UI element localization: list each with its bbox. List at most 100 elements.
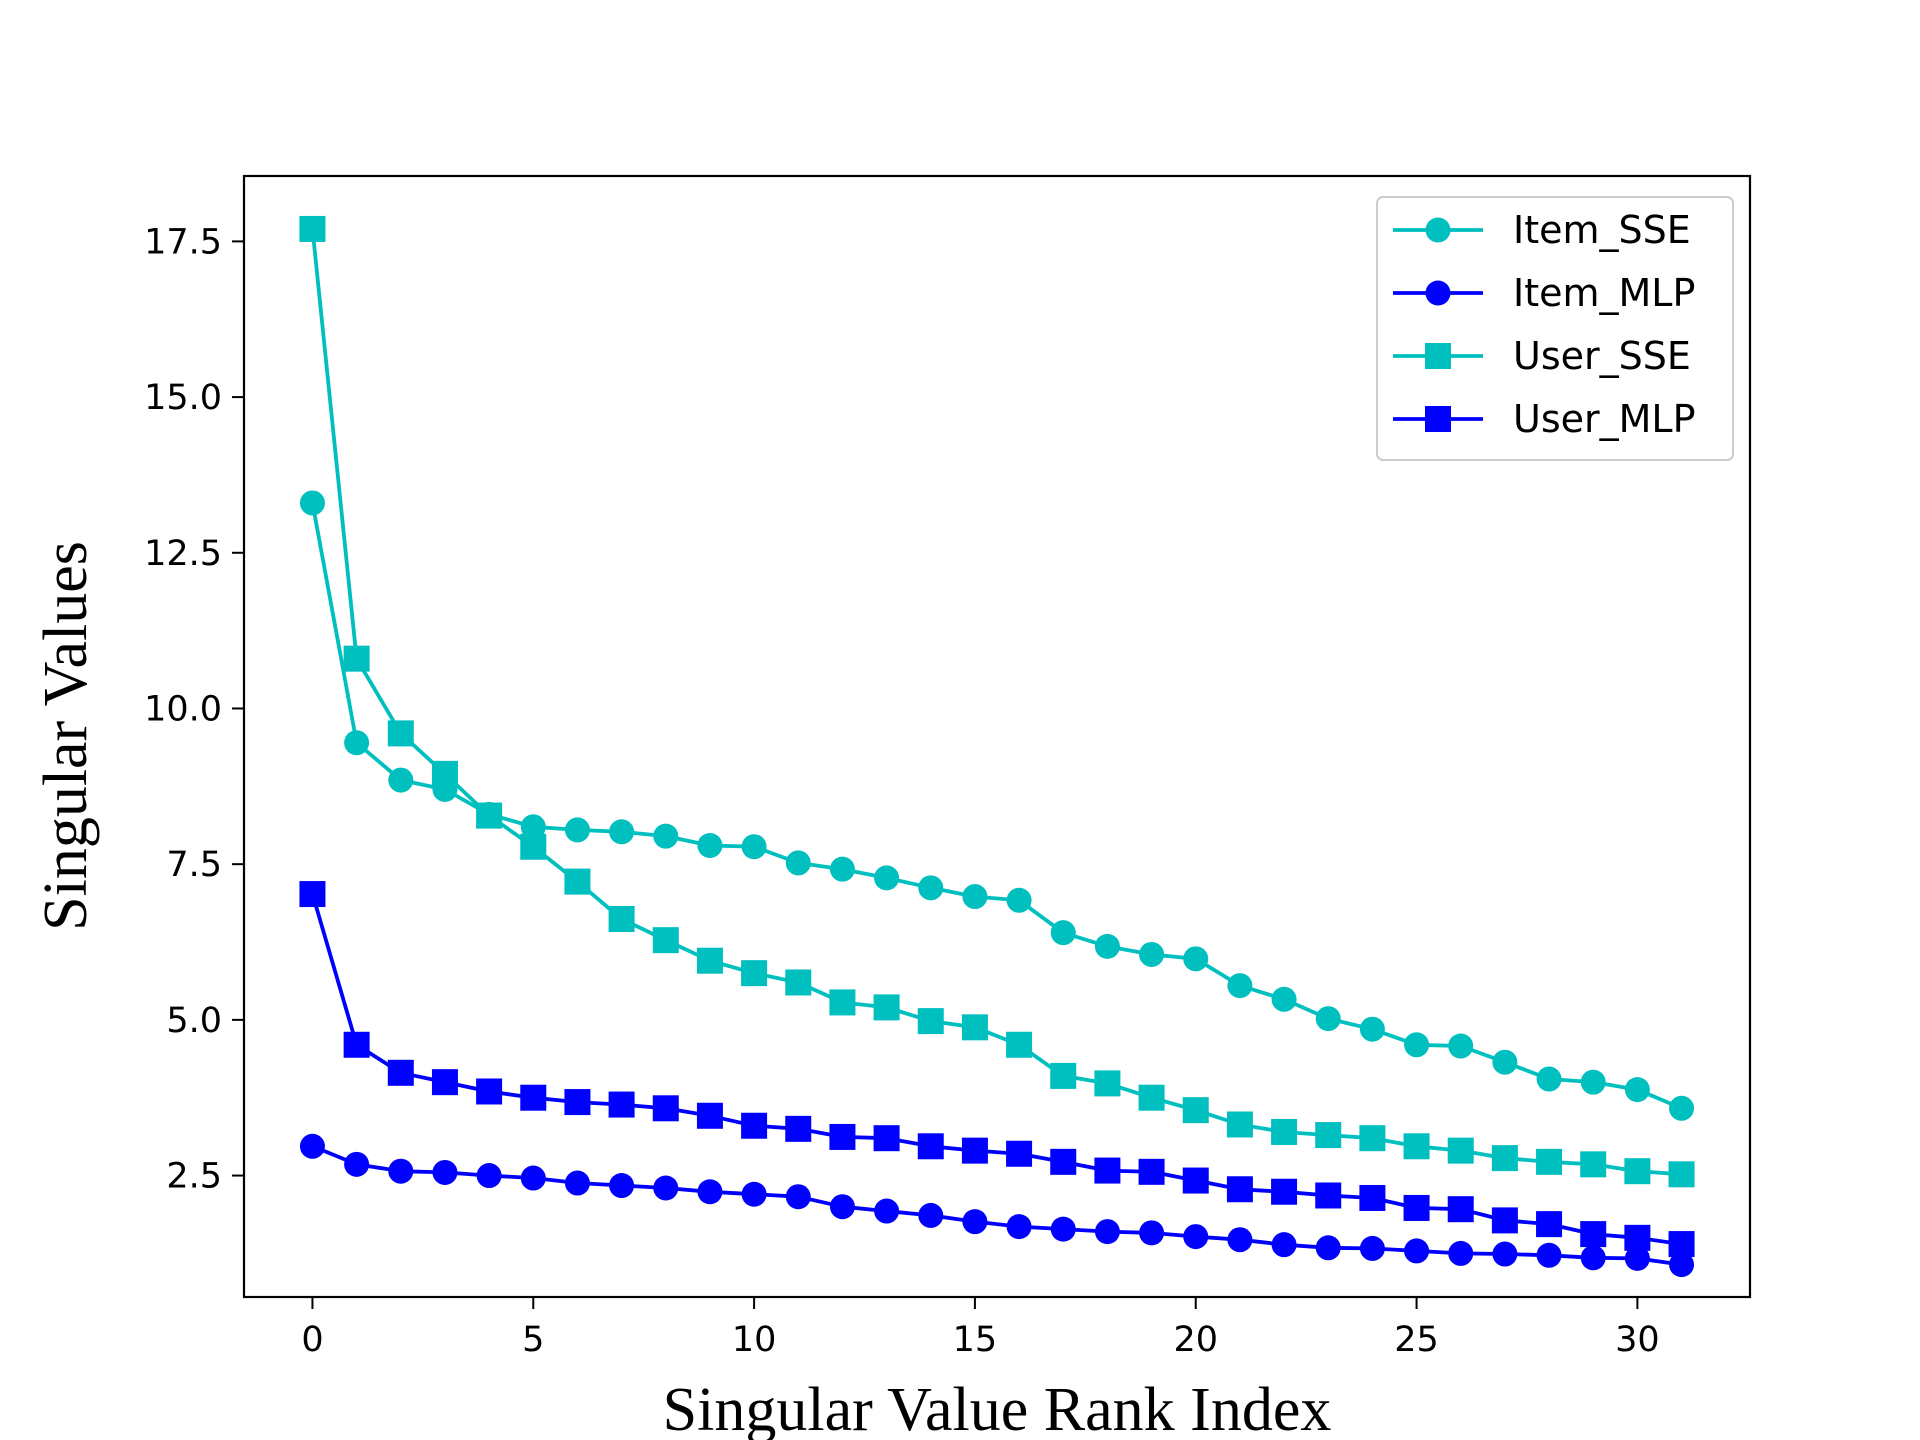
data-point	[697, 1179, 723, 1205]
data-point	[962, 1209, 988, 1235]
data-point	[344, 1151, 370, 1177]
y-tick-label: 12.5	[144, 534, 222, 574]
data-point	[829, 856, 855, 882]
data-point	[1227, 1227, 1253, 1253]
data-point	[652, 1095, 679, 1122]
data-point	[1226, 1176, 1253, 1203]
data-point	[1183, 1224, 1209, 1250]
data-point	[1006, 1140, 1033, 1167]
data-point	[829, 1123, 856, 1150]
data-point	[961, 1137, 988, 1164]
series-user-sse	[299, 215, 1695, 1188]
legend-label: User_MLP	[1513, 397, 1696, 441]
data-point	[520, 814, 546, 840]
data-point	[1050, 1148, 1077, 1175]
data-point	[1006, 1214, 1032, 1240]
data-point	[564, 817, 590, 843]
data-point	[432, 1159, 458, 1185]
data-point	[344, 730, 370, 756]
data-point	[388, 1158, 414, 1184]
data-point	[962, 884, 988, 910]
data-point	[1094, 1157, 1121, 1184]
data-point	[564, 1170, 590, 1196]
data-point	[608, 1091, 635, 1118]
data-point	[343, 1031, 370, 1058]
data-point	[299, 490, 325, 516]
data-point	[1491, 1145, 1518, 1172]
data-point	[564, 868, 591, 895]
data-point	[1580, 1151, 1607, 1178]
data-point	[1669, 1095, 1695, 1121]
data-point	[1447, 1196, 1474, 1223]
data-point	[520, 833, 547, 860]
data-point	[1404, 1238, 1430, 1264]
legend-box	[1376, 196, 1734, 461]
legend-marker	[1425, 343, 1451, 369]
data-point	[653, 823, 679, 849]
data-point	[917, 1008, 944, 1035]
data-point	[1403, 1194, 1430, 1221]
data-point	[652, 927, 679, 954]
legend-label: Item_SSE	[1513, 208, 1691, 252]
y-axis-title: Singular Values	[32, 541, 100, 931]
data-point	[874, 865, 900, 891]
data-point	[431, 1069, 458, 1096]
series-layer	[299, 215, 1695, 1278]
data-point	[785, 1115, 812, 1142]
data-point	[696, 1102, 723, 1129]
data-point	[299, 215, 326, 242]
data-point	[829, 1194, 855, 1220]
data-point	[520, 1165, 546, 1191]
x-axis-title: Singular Value Rank Index	[663, 1376, 1332, 1440]
data-point	[564, 1089, 591, 1116]
data-point	[1668, 1161, 1695, 1188]
data-point	[741, 834, 767, 860]
data-point	[785, 850, 811, 876]
series-user-mlp	[299, 881, 1695, 1258]
legend-marker	[1425, 217, 1451, 243]
data-point	[873, 994, 900, 1021]
data-point	[1536, 1148, 1563, 1175]
data-point	[1668, 1231, 1695, 1258]
data-point	[1580, 1221, 1607, 1248]
data-point	[609, 1173, 635, 1199]
data-point	[1447, 1137, 1474, 1164]
data-point	[1006, 887, 1032, 913]
data-point	[1094, 1219, 1120, 1245]
x-tick-label: 0	[301, 1320, 323, 1360]
data-point	[653, 1175, 679, 1201]
data-point	[918, 1202, 944, 1228]
data-point	[1580, 1069, 1606, 1095]
data-point	[1050, 1062, 1077, 1089]
data-point	[1094, 1070, 1121, 1097]
x-tick-label: 15	[953, 1320, 998, 1360]
x-tick-label: 20	[1173, 1320, 1218, 1360]
data-point	[1491, 1207, 1518, 1234]
data-point	[1624, 1158, 1651, 1185]
data-point	[1182, 1097, 1209, 1124]
data-point	[1492, 1241, 1518, 1267]
data-point	[1139, 1220, 1165, 1246]
data-point	[388, 767, 414, 793]
data-point	[476, 1078, 503, 1105]
data-point	[917, 1133, 944, 1160]
data-point	[741, 960, 768, 987]
data-point	[1271, 1232, 1297, 1258]
y-axis: 2.5 5.0 7.5 10.0 12.5 15.0 17.5	[144, 222, 244, 1197]
data-point	[431, 760, 458, 787]
x-tick-label: 25	[1394, 1320, 1439, 1360]
y-tick-label: 10.0	[144, 689, 222, 729]
legend-item: Item_MLP	[1393, 271, 1695, 315]
data-point	[741, 1181, 767, 1207]
data-point	[785, 1184, 811, 1210]
legend-label: Item_MLP	[1513, 271, 1695, 315]
data-point	[299, 881, 326, 908]
data-point	[1403, 1133, 1430, 1160]
data-point	[741, 1112, 768, 1139]
data-point	[1271, 1118, 1298, 1145]
data-point	[387, 1059, 414, 1086]
data-point	[1448, 1033, 1474, 1059]
data-point	[1271, 986, 1297, 1012]
data-point	[1624, 1077, 1650, 1103]
